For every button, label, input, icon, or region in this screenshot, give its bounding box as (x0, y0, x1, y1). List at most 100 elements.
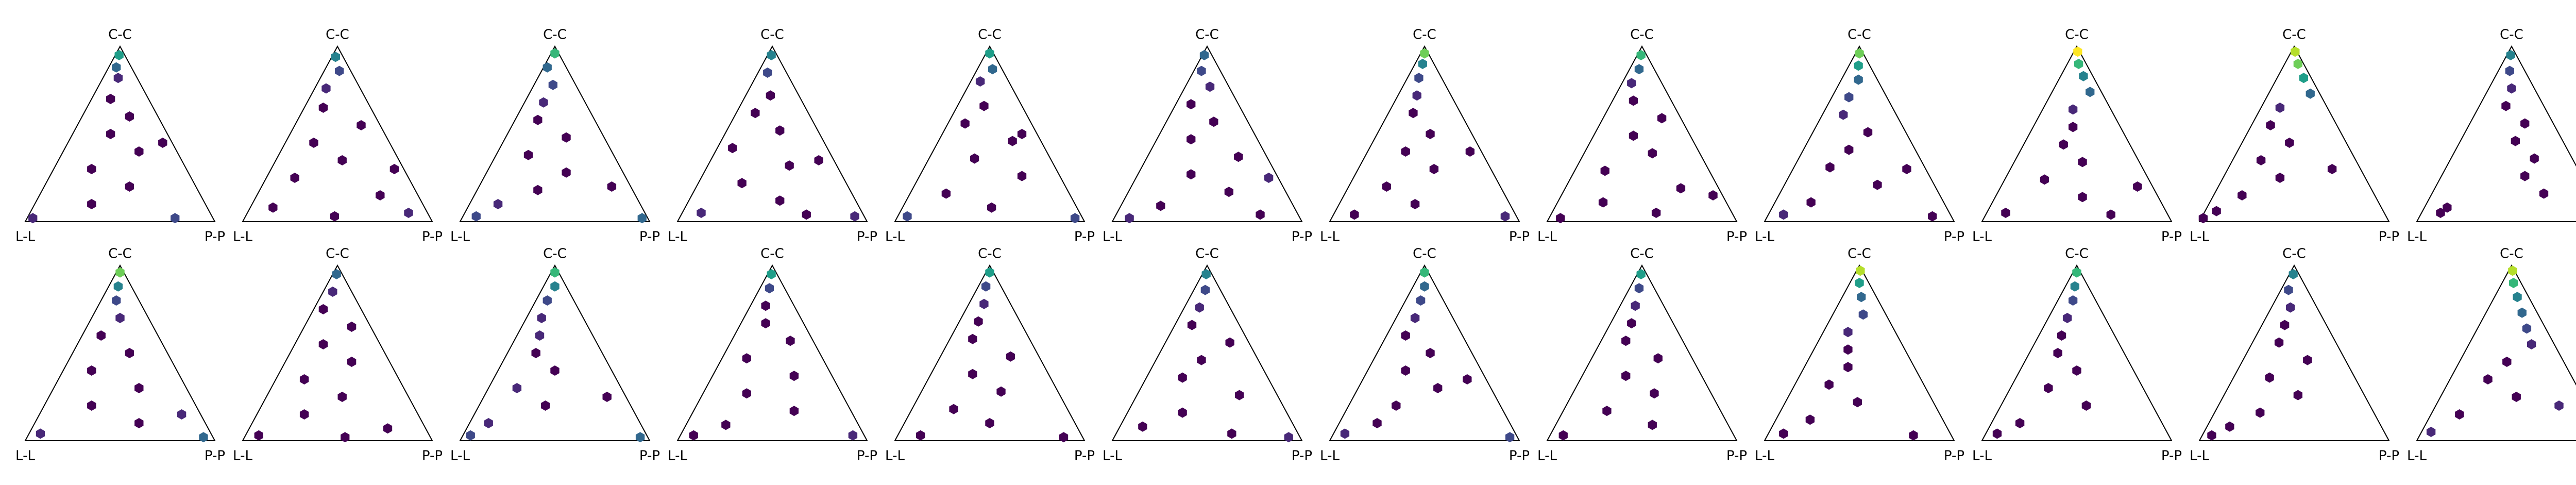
triangle-frame (1546, 45, 1738, 222)
hex-cell (751, 108, 760, 119)
hex-cell (2284, 285, 2293, 295)
hex-cell (125, 181, 134, 192)
hex-cell (1631, 300, 1640, 311)
left-label: L-L (1103, 229, 1122, 245)
right-label: P-P (2379, 448, 2399, 464)
hex-cell (968, 369, 977, 379)
hex-cell (1209, 116, 1218, 127)
hex-cell (1401, 330, 1410, 341)
left-label: L-L (15, 448, 35, 464)
hex-cell (765, 283, 774, 294)
hex-cell (2062, 313, 2072, 323)
left-label: L-L (1320, 448, 1340, 464)
hex-cell (2507, 83, 2516, 94)
hex-cell (2275, 173, 2285, 183)
hex-cell (87, 365, 96, 376)
hex-cell (1201, 269, 1211, 279)
hex-cell (383, 423, 393, 434)
right-label: P-P (1726, 229, 1747, 245)
hex-cell (2070, 281, 2079, 292)
right-label: P-P (857, 229, 877, 245)
hex-cell (1418, 59, 1427, 69)
hex-cell (2044, 383, 2053, 393)
hex-cell (916, 430, 925, 441)
hex-cell (2327, 164, 2337, 174)
hex-cell (2303, 355, 2312, 365)
hex-cell (2286, 302, 2295, 313)
hex-cell (2517, 307, 2527, 318)
hex-cell (975, 76, 985, 87)
hex-cell (533, 185, 543, 195)
hex-cell (2530, 153, 2539, 164)
hex-cell (2040, 174, 2049, 185)
hex-cell (2256, 407, 2265, 418)
hex-cell (299, 374, 309, 384)
top-label: C-C (326, 246, 349, 262)
hex-cell (134, 418, 144, 428)
hex-cell (1392, 400, 1401, 411)
hex-cell (1264, 173, 1274, 183)
top-label: C-C (760, 246, 784, 262)
hex-cell (106, 129, 115, 139)
hex-cell (376, 190, 385, 200)
hex-cell (2501, 101, 2511, 111)
hex-cell (607, 181, 617, 192)
hex-cell (1825, 162, 1835, 173)
hex-cell (1420, 48, 1429, 59)
left-label: L-L (2407, 448, 2427, 464)
hex-cell (850, 211, 859, 222)
hex-cell (2133, 181, 2142, 192)
triangle-frame (894, 264, 1086, 441)
hex-cell (1199, 50, 1209, 60)
right-label: P-P (2161, 448, 2182, 464)
right-label: P-P (857, 448, 877, 464)
triangle-frame (242, 45, 433, 222)
hex-cell (974, 316, 983, 327)
right-label: P-P (1509, 229, 1530, 245)
hex-cell (466, 430, 475, 441)
hex-cell (550, 365, 560, 376)
triangle-frame (1111, 45, 1303, 222)
hex-cell (2502, 357, 2512, 367)
hex-cell (134, 146, 144, 157)
hex-cell (981, 281, 991, 292)
hex-cell (1008, 136, 1017, 146)
top-label: C-C (543, 246, 567, 262)
hex-cell (1843, 344, 1853, 355)
hex-cell (1992, 428, 2002, 439)
hex-cell (332, 269, 341, 279)
triangle-frame (24, 45, 216, 222)
right-label: P-P (205, 229, 225, 245)
hex-cell (1195, 302, 1204, 313)
hex-cell (689, 430, 698, 441)
hex-cell (1138, 421, 1147, 432)
hex-cell (1156, 200, 1165, 211)
hex-cell (535, 330, 545, 341)
triangle-frame (676, 45, 868, 222)
top-label: C-C (1413, 246, 1436, 262)
hex-cell (1909, 430, 1918, 441)
hex-cell (512, 383, 522, 393)
hex-cell (742, 353, 751, 364)
hex-cell (814, 155, 823, 165)
right-label: P-P (1292, 448, 1312, 464)
hex-cell (550, 48, 560, 59)
hex-cell (1805, 414, 1815, 425)
hex-cell (802, 209, 811, 220)
triangle-frame (676, 264, 868, 441)
top-label: C-C (2500, 246, 2523, 262)
hex-cell (1855, 278, 1864, 288)
hex-cell (2265, 372, 2274, 383)
triangle-frame (1764, 45, 1955, 222)
triangle-frame (1546, 264, 1738, 441)
hex-cell (199, 432, 208, 443)
hex-cell (949, 404, 958, 414)
hex-cell (2455, 409, 2464, 420)
hex-cell (523, 149, 533, 160)
hex-cell (1401, 146, 1410, 157)
hex-cell (540, 400, 550, 411)
hex-cell (1426, 348, 1435, 358)
hex-cell (1197, 65, 1206, 76)
hex-cell (1854, 60, 1863, 71)
hex-cell (548, 79, 557, 90)
